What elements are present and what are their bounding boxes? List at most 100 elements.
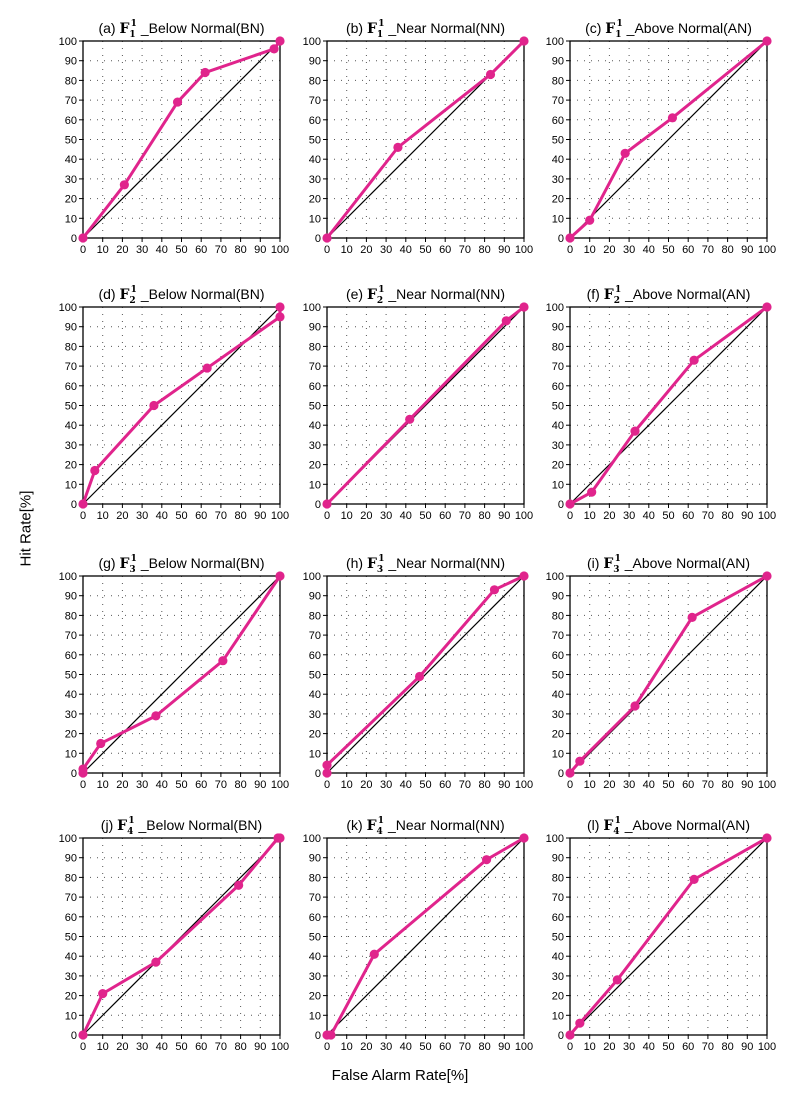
y-tick-label: 60 — [309, 115, 321, 127]
y-tick-label: 100 — [59, 302, 77, 314]
x-tick-label: 20 — [603, 244, 615, 256]
roc-point — [501, 316, 511, 326]
x-tick-label: 10 — [584, 779, 596, 791]
x-tick-label: 80 — [721, 779, 733, 791]
panel-category: _Above Normal(AN) — [623, 20, 752, 36]
y-tick-label: 70 — [552, 361, 564, 373]
y-tick-label: 10 — [65, 1010, 77, 1022]
roc-point — [485, 69, 496, 80]
y-tick-label: 40 — [552, 689, 564, 701]
y-tick-label: 80 — [65, 75, 77, 87]
x-tick-label: 100 — [758, 510, 776, 522]
x-tick-label: 80 — [478, 1041, 490, 1053]
y-tick-label: 50 — [552, 670, 564, 682]
panel-title: (d) F21 _Below Normal(BN) — [98, 285, 264, 306]
forecast-subscript: 4 — [377, 827, 383, 837]
y-tick-label: 10 — [65, 479, 77, 491]
y-tick-label: 80 — [309, 610, 321, 622]
y-tick-label: 60 — [552, 115, 564, 127]
roc-point — [78, 764, 88, 774]
y-tick-label: 60 — [309, 650, 321, 662]
panel-category: _Above Normal(AN) — [621, 817, 750, 833]
forecast-superscript: 1 — [615, 285, 621, 295]
y-tick-label: 40 — [309, 154, 321, 166]
y-tick-label: 50 — [65, 135, 77, 147]
y-tick-label: 90 — [309, 591, 321, 603]
x-tick-label: 20 — [603, 510, 615, 522]
roc-panel-l: (l) F41 _Above Normal(AN) 00 10 10 20 20 30 30 4… — [546, 816, 777, 1053]
y-tick-label: 100 — [59, 36, 77, 48]
y-tick-label: 60 — [65, 381, 77, 393]
forecast-symbol: F — [119, 287, 129, 303]
roc-point — [393, 142, 403, 152]
x-tick-label: 80 — [234, 1041, 246, 1053]
y-tick-label: 40 — [309, 951, 321, 963]
x-tick-label: 50 — [175, 779, 187, 791]
forecast-subscript: 1 — [377, 30, 383, 40]
x-tick-label: 10 — [97, 244, 109, 256]
y-tick-label: 30 — [65, 440, 77, 452]
y-tick-label: 70 — [309, 892, 321, 904]
y-tick-label: 50 — [309, 135, 321, 147]
y-tick-label: 10 — [65, 748, 77, 760]
x-tick-label: 90 — [741, 510, 753, 522]
y-tick-label: 10 — [552, 1010, 564, 1022]
y-tick-label: 80 — [309, 341, 321, 353]
roc-point — [269, 44, 279, 54]
x-tick-label: 50 — [662, 510, 674, 522]
x-tick-label: 0 — [324, 779, 330, 791]
roc-point — [326, 1030, 336, 1040]
y-tick-label: 50 — [552, 401, 564, 413]
panel-title: (e) F21 _Near Normal(NN) — [346, 285, 505, 306]
y-tick-label: 60 — [309, 912, 321, 924]
y-tick-label: 80 — [309, 872, 321, 884]
x-tick-label: 30 — [136, 779, 148, 791]
x-tick-label: 80 — [478, 510, 490, 522]
roc-point — [96, 738, 106, 749]
y-tick-label: 0 — [315, 768, 321, 780]
x-tick-label: 90 — [498, 1041, 510, 1053]
y-tick-label: 90 — [65, 853, 77, 865]
x-tick-label: 30 — [380, 779, 392, 791]
forecast-subscript: 4 — [127, 827, 133, 837]
y-tick-label: 30 — [552, 440, 564, 452]
y-tick-label: 80 — [552, 610, 564, 622]
y-tick-label: 20 — [552, 460, 564, 472]
x-tick-label: 0 — [324, 1041, 330, 1053]
x-tick-label: 20 — [116, 244, 128, 256]
forecast-subscript: 3 — [377, 565, 383, 575]
y-tick-label: 10 — [309, 748, 321, 760]
roc-point — [519, 571, 529, 581]
y-tick-label: 80 — [309, 75, 321, 87]
y-tick-label: 30 — [309, 709, 321, 721]
x-tick-label: 50 — [419, 779, 431, 791]
roc-panel-e: (e) F21 _Near Normal(NN) 00 10 10 20 20 30 30 40… — [303, 285, 534, 522]
no-skill-diagonal — [82, 40, 281, 239]
x-tick-label: 70 — [702, 510, 714, 522]
x-tick-label: 90 — [498, 510, 510, 522]
roc-point — [689, 874, 699, 884]
x-tick-label: 40 — [400, 510, 412, 522]
roc-point — [585, 215, 595, 225]
x-tick-label: 10 — [584, 510, 596, 522]
y-tick-label: 30 — [552, 971, 564, 983]
x-tick-label: 60 — [439, 779, 451, 791]
roc-point — [689, 355, 699, 365]
panel-label: (l) — [587, 817, 603, 833]
y-tick-label: 0 — [71, 1030, 77, 1042]
x-tick-label: 70 — [702, 244, 714, 256]
x-tick-label: 40 — [643, 1041, 655, 1053]
forecast-superscript: 1 — [131, 554, 137, 564]
x-tick-label: 40 — [400, 1041, 412, 1053]
y-tick-label: 80 — [552, 341, 564, 353]
y-tick-label: 40 — [65, 951, 77, 963]
y-tick-label: 20 — [309, 729, 321, 741]
roc-point — [322, 499, 332, 509]
roc-panel-k: (k) F41 _Near Normal(NN) 00 10 10 20 20 30 30 40… — [303, 816, 534, 1053]
roc-point — [78, 499, 88, 509]
no-skill-diagonal — [82, 575, 281, 774]
x-tick-label: 100 — [758, 1041, 776, 1053]
y-tick-label: 40 — [552, 154, 564, 166]
panel-category: _Near Normal(NN) — [384, 286, 505, 302]
forecast-superscript: 1 — [378, 816, 384, 826]
